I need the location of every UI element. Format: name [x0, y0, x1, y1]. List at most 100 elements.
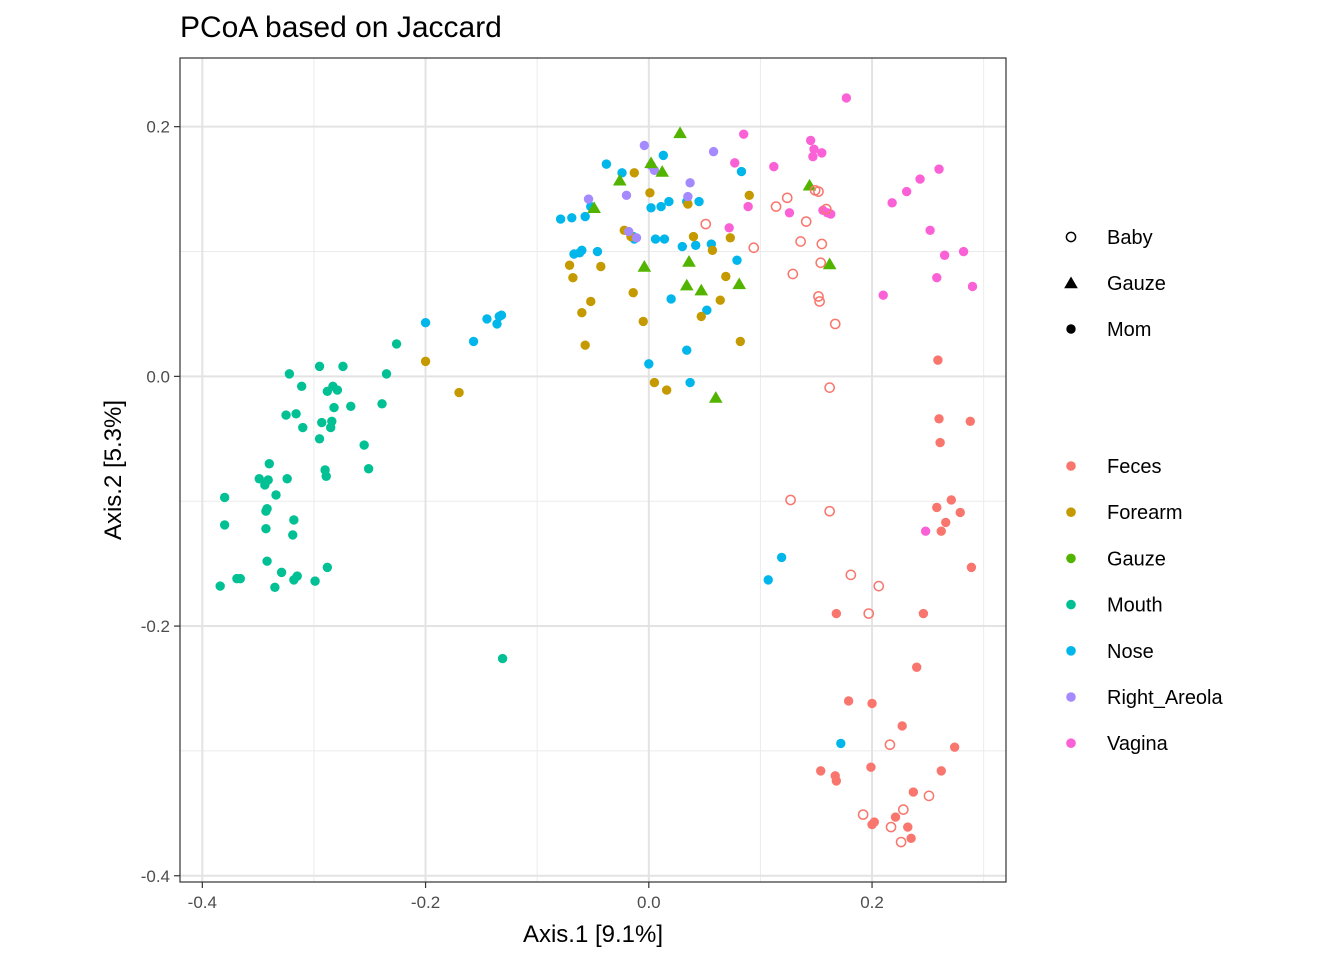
data-point	[596, 261, 606, 272]
data-point	[901, 186, 912, 197]
data-points	[215, 93, 978, 848]
data-point	[580, 340, 590, 350]
data-point	[935, 437, 945, 448]
data-point	[721, 271, 731, 282]
data-point	[649, 377, 660, 388]
data-point	[816, 238, 828, 250]
data-point	[628, 288, 638, 298]
data-point	[314, 361, 325, 372]
data-point	[567, 213, 577, 223]
x-tick-label: -0.2	[411, 893, 440, 912]
data-point	[564, 260, 575, 270]
legend-label: Mouth	[1107, 595, 1163, 617]
data-point	[310, 576, 320, 586]
data-point	[281, 410, 291, 420]
data-point	[890, 812, 901, 822]
data-point	[262, 556, 272, 566]
data-point	[296, 381, 307, 392]
data-point	[878, 290, 888, 300]
data-point	[770, 201, 782, 212]
data-point	[454, 387, 464, 398]
data-point	[918, 608, 929, 619]
data-point	[795, 236, 806, 247]
data-point	[915, 174, 925, 184]
y-tick-label: -0.2	[141, 617, 170, 636]
data-point	[822, 257, 837, 270]
legend-key-feces	[1066, 461, 1076, 471]
y-axis-ticks: -0.4 -0.2 0.0 0.2	[141, 118, 180, 886]
data-point	[282, 474, 292, 484]
data-point	[291, 409, 301, 419]
data-point	[805, 135, 816, 146]
data-point	[725, 233, 735, 243]
data-point	[629, 168, 639, 178]
data-point	[730, 158, 740, 168]
data-point	[638, 316, 648, 327]
data-point	[468, 336, 479, 347]
data-point	[694, 283, 709, 296]
data-point	[824, 505, 835, 517]
plot-panel-border	[179, 57, 1007, 883]
data-point	[568, 273, 578, 283]
data-point	[941, 517, 951, 528]
data-point	[934, 414, 944, 424]
data-point	[219, 492, 230, 503]
data-point	[359, 440, 369, 450]
data-point	[679, 278, 694, 291]
data-point	[743, 201, 753, 212]
data-point	[677, 241, 687, 252]
data-point	[661, 385, 672, 395]
data-point	[601, 159, 612, 169]
data-point	[776, 552, 787, 563]
legend-label: Vagina	[1107, 733, 1169, 755]
data-point	[492, 319, 502, 329]
data-point	[683, 191, 693, 202]
data-point	[232, 573, 242, 584]
data-point	[329, 402, 339, 413]
data-point	[325, 422, 336, 433]
grid-lines	[180, 58, 1006, 882]
data-point	[624, 226, 634, 237]
x-tick-label: 0.2	[860, 893, 884, 912]
data-point	[736, 166, 747, 177]
data-point	[646, 203, 656, 213]
data-point	[254, 474, 264, 484]
data-point	[708, 146, 719, 157]
chart-title: PCoA based on Jaccard	[180, 11, 502, 44]
data-point	[420, 317, 431, 328]
data-point	[817, 148, 827, 158]
data-point	[322, 562, 333, 573]
data-point	[685, 377, 695, 388]
data-point	[920, 526, 931, 536]
data-point	[289, 575, 299, 585]
data-point	[284, 369, 295, 379]
data-point	[497, 653, 508, 664]
data-point	[659, 234, 670, 244]
data-point	[824, 382, 835, 393]
data-point	[322, 386, 333, 397]
data-point	[264, 459, 274, 469]
data-point	[787, 268, 799, 280]
data-point	[813, 186, 824, 197]
data-point	[724, 223, 734, 233]
data-point	[912, 662, 922, 672]
y-axis-title: Axis.2 [5.3%]	[100, 400, 127, 540]
data-point	[763, 575, 773, 585]
data-point	[867, 819, 877, 830]
data-point	[682, 255, 696, 267]
legend-key-nose	[1066, 646, 1076, 656]
data-point	[683, 199, 693, 209]
data-point	[829, 318, 841, 330]
data-point	[966, 562, 977, 573]
data-point	[836, 738, 846, 749]
x-axis-title: Axis.1 [9.1%]	[523, 921, 663, 948]
data-point	[612, 173, 627, 186]
data-point	[863, 608, 875, 619]
data-point	[748, 242, 760, 254]
data-point	[816, 766, 826, 776]
data-point	[925, 225, 935, 235]
data-point	[885, 821, 897, 833]
data-point	[391, 339, 402, 349]
data-point	[569, 249, 579, 259]
